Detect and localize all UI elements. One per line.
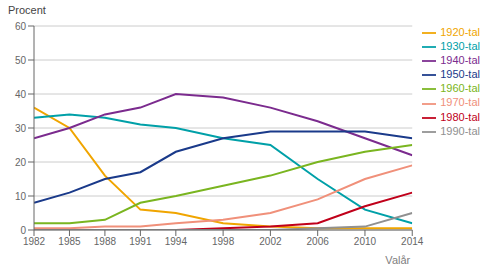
svg-text:30: 30 <box>15 123 27 134</box>
svg-text:2006: 2006 <box>307 236 330 247</box>
svg-text:10: 10 <box>15 191 27 202</box>
svg-text:40: 40 <box>15 89 27 100</box>
html-text:1970-tal: 1970-tal <box>440 96 480 109</box>
svg-text:1985: 1985 <box>58 236 81 247</box>
svg-text:Valår: Valår <box>385 254 410 266</box>
html-text:1950-tal: 1950-tal <box>440 68 480 81</box>
html-text:1990-tal: 1990-tal <box>440 124 480 137</box>
svg-text:2014: 2014 <box>401 236 424 247</box>
html-text:1930-tal: 1930-tal <box>440 40 480 53</box>
svg-text:60: 60 <box>15 21 27 32</box>
html-text:1980-tal: 1980-tal <box>440 110 480 123</box>
svg-text:1998: 1998 <box>212 236 235 247</box>
svg-text:1991: 1991 <box>129 236 152 247</box>
svg-text:2002: 2002 <box>259 236 282 247</box>
svg-text:2010: 2010 <box>354 236 377 247</box>
html-text:1920-tal: 1920-tal <box>440 26 480 38</box>
html-text:Procent: Procent <box>8 4 46 16</box>
svg-text:1994: 1994 <box>165 236 188 247</box>
html-text:1940-tal: 1940-tal <box>440 54 480 67</box>
svg-text:1988: 1988 <box>94 236 117 247</box>
svg-text:20: 20 <box>15 157 27 168</box>
svg-text:50: 50 <box>15 55 27 66</box>
html-text:1960-tal: 1960-tal <box>440 82 480 95</box>
svg-text:1982: 1982 <box>23 236 46 247</box>
svg-text:0: 0 <box>20 225 26 236</box>
